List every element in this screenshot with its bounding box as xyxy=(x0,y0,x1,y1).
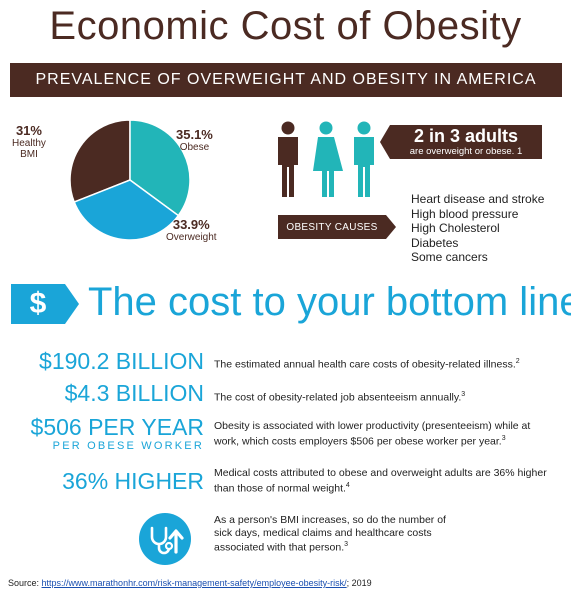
list-item: High Cholesterol xyxy=(411,221,500,235)
cost-sub-presenteeism: PER OBESE WORKER xyxy=(52,440,204,452)
people-icons xyxy=(278,121,374,197)
cost-value-presenteeism: $506 PER YEAR xyxy=(30,414,204,440)
obesity-causes-list: Heart disease and stroke High blood pres… xyxy=(411,192,544,265)
adults-stat-sub: are overweight or obese. 1 xyxy=(409,146,523,157)
cost-value-medical: 36% HIGHER xyxy=(62,468,204,494)
pie-label-healthy: 31% Healthy BMI xyxy=(12,123,46,161)
pie-slice-healthy xyxy=(69,119,131,204)
pie-slice-obese xyxy=(129,119,191,217)
list-item: Some cancers xyxy=(411,250,488,264)
dollar-icon: $ xyxy=(11,284,79,324)
pie-label-overweight: 33.9% Overweight xyxy=(166,217,217,244)
cost-desc-medical: Medical costs attributed to obese and ov… xyxy=(214,467,547,494)
adults-stat-box: 2 in 3 adults are overweight or obese. 1 xyxy=(380,125,542,159)
list-item: High blood pressure xyxy=(411,206,519,221)
pie-slice-overweight xyxy=(73,179,180,241)
cost-desc-presenteeism: Obesity is associated with lower product… xyxy=(214,420,531,447)
page-title: Economic Cost of Obesity xyxy=(49,4,522,48)
prevalence-pie-chart xyxy=(65,115,195,245)
pie-label-obese: 35.1% Obese xyxy=(176,127,213,154)
woman-icon xyxy=(313,121,343,197)
stethoscope-icon xyxy=(150,526,184,555)
cost-desc-health-care: The estimated annual health care costs o… xyxy=(214,358,520,371)
source-citation: Source: https://www.marathonhr.com/risk-… xyxy=(8,578,372,588)
cost-value-health-care: $190.2 BILLION xyxy=(39,348,204,374)
man-icon-brown xyxy=(278,121,298,197)
man-icon-teal xyxy=(354,121,374,197)
adults-stat-main: 2 in 3 adults xyxy=(413,126,519,146)
obesity-causes-tag: OBESITY CAUSES xyxy=(278,215,396,239)
list-item: Heart disease and stroke xyxy=(411,192,545,206)
prevalence-banner: PREVALENCE OF OVERWEIGHT AND OBESITY IN … xyxy=(10,63,562,97)
cost-heading: The cost to your bottom line xyxy=(88,280,571,324)
cost-desc-bmi: As a person's BMI increases, so do the n… xyxy=(214,514,446,554)
stethoscope-arrow-icon xyxy=(139,513,191,565)
cost-desc-absenteeism: The cost of obesity-related job absentee… xyxy=(214,391,466,404)
pie-svg xyxy=(69,119,191,241)
list-item: Diabetes xyxy=(411,235,459,250)
cost-value-absenteeism: $4.3 BILLION xyxy=(64,380,204,406)
source-link[interactable]: https://www.marathonhr.com/risk-manageme… xyxy=(41,578,347,588)
